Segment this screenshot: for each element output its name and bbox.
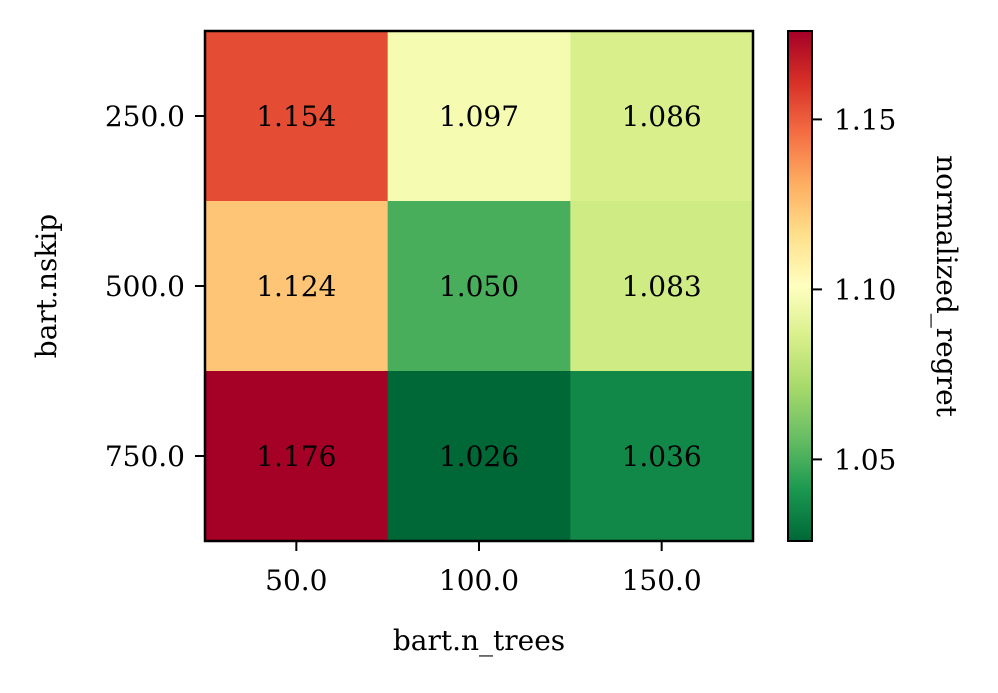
heatmap-cell	[387, 371, 571, 542]
heatmap-cell	[570, 31, 754, 202]
heatmap-cell	[205, 201, 389, 372]
heatmap-cell	[387, 31, 571, 202]
heatmap-cell	[570, 371, 754, 542]
colorbar-tick-label: 1.10	[834, 273, 896, 306]
cell-value-label: 1.097	[439, 100, 519, 133]
cell-value-label: 1.083	[622, 270, 702, 303]
colorbar-frame	[787, 30, 813, 542]
cell-value-label: 1.026	[439, 440, 519, 473]
heatmap-cell	[205, 371, 389, 542]
cell-value-label: 1.176	[256, 440, 336, 473]
y-axis-ticks: 250.0 500.0 750.0	[105, 100, 205, 473]
colorbar: 1.05 1.10 1.15 normalized_regret	[787, 30, 963, 542]
cell-value-label: 1.086	[622, 100, 702, 133]
x-tick-label: 50.0	[265, 564, 327, 597]
colorbar-tick-label: 1.15	[834, 103, 896, 136]
cell-value-label: 1.036	[622, 440, 702, 473]
cell-value-label: 1.154	[256, 100, 336, 133]
heatmap-cell	[387, 201, 571, 372]
cell-value-label: 1.124	[256, 270, 336, 303]
y-tick-label: 250.0	[105, 100, 185, 133]
heatmap-cell	[205, 31, 389, 202]
x-tick-label: 100.0	[439, 564, 519, 597]
colorbar-gradient	[788, 31, 812, 541]
y-axis-label: bart.nskip	[30, 214, 63, 358]
colorbar-label: normalized_regret	[930, 155, 963, 418]
x-tick-label: 150.0	[622, 564, 702, 597]
colorbar-ticks: 1.05 1.10 1.15	[812, 103, 896, 476]
y-tick-label: 750.0	[105, 440, 185, 473]
y-tick-label: 500.0	[105, 270, 185, 303]
heatmap-cells: 1.154 1.097 1.086 1.124 1.050 1.083 1.176 1.026…	[205, 31, 754, 542]
x-axis-label: bart.n_trees	[393, 624, 565, 657]
colorbar-tick-label: 1.05	[834, 443, 896, 476]
cell-value-label: 1.050	[439, 270, 519, 303]
heatmap-cell	[570, 201, 754, 372]
x-axis-ticks: 50.0 100.0 150.0	[265, 541, 702, 597]
